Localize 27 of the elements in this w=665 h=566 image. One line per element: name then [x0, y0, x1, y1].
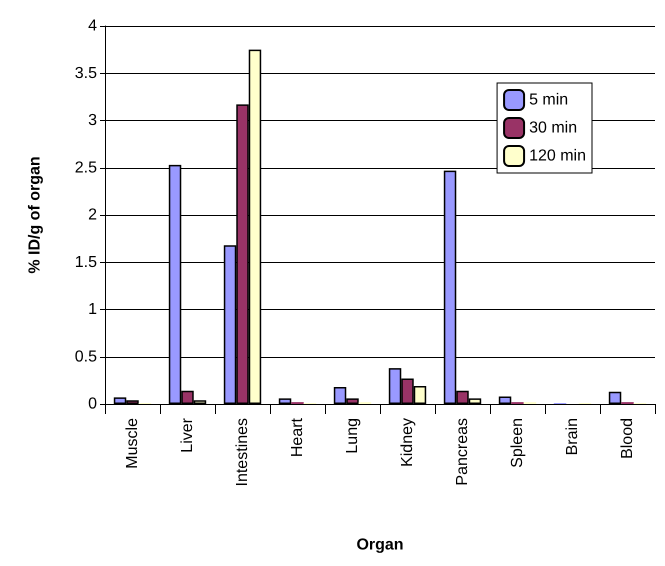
legend-label: 30 min [529, 120, 578, 136]
y-tick-label: 1.5 [74, 254, 98, 271]
x-tick-label: Pancreas [454, 418, 471, 486]
y-tick-label: 2 [88, 206, 98, 224]
legend-label: 5 min [529, 92, 568, 108]
bar [498, 396, 512, 404]
x-tick-label: Lung [344, 418, 361, 454]
x-tick-label: Kidney [399, 418, 416, 467]
x-axis-title: Organ [356, 536, 404, 554]
bar [608, 392, 622, 404]
y-tick-label: 0.5 [74, 348, 98, 366]
x-tick-label: Brain [564, 418, 581, 456]
y-tick-label: 4 [88, 18, 98, 34]
y-tick-label: 3.5 [74, 64, 98, 82]
y-tick-label: 2.5 [74, 159, 98, 176]
y-tick-label: 3 [88, 112, 98, 129]
x-tick-label: Blood [619, 418, 636, 459]
y-axis-title: % ID/g of organ [26, 156, 44, 274]
x-tick-label: Muscle [124, 418, 141, 469]
x-tick-label: Heart [289, 417, 306, 458]
y-tick-label: 1 [88, 301, 98, 318]
bar [278, 398, 292, 404]
x-tick-label: Liver [179, 417, 196, 453]
x-tick-label: Spleen [509, 418, 526, 468]
legend-label: 120 min [529, 148, 586, 164]
x-tick-label: Intestines [234, 418, 251, 486]
y-tick-label: 0 [88, 396, 98, 412]
